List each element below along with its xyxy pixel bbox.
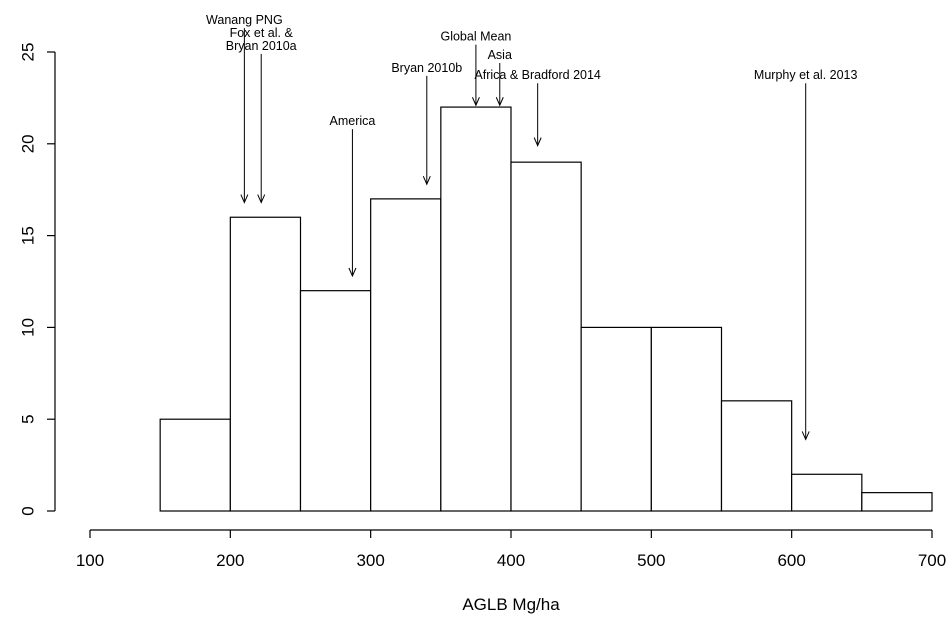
- x-tick-label: 600: [777, 551, 805, 570]
- annotation-label: Asia: [488, 48, 512, 62]
- x-axis-label: AGLB Mg/ha: [462, 595, 560, 614]
- y-tick-label: 20: [19, 134, 38, 153]
- y-tick-label: 15: [19, 226, 38, 245]
- annotation-arrow-head: [495, 97, 504, 107]
- annotation-label: Murphy et al. 2013: [754, 68, 858, 82]
- annotation: Africa & Bradford 2014: [474, 68, 601, 147]
- y-tick-label: 25: [19, 43, 38, 62]
- annotation-label: Africa & Bradford 2014: [474, 68, 601, 82]
- annotation-arrow-head: [240, 194, 249, 204]
- annotation-label: Global Mean: [440, 30, 511, 44]
- histogram-bar: [650, 326, 723, 512]
- x-tick-label: 300: [356, 551, 384, 570]
- histogram-bar: [159, 418, 231, 512]
- x-tick-label: 100: [76, 551, 104, 570]
- annotation-arrow-head: [257, 194, 266, 204]
- histogram-bar: [370, 198, 442, 512]
- annotation: Fox et al. &Bryan 2010a: [226, 26, 297, 204]
- annotation: America: [330, 114, 376, 278]
- histogram-bar: [791, 473, 863, 512]
- annotation-arrow-head: [533, 137, 542, 147]
- histogram-bar: [861, 492, 933, 512]
- histogram-bar: [720, 400, 793, 512]
- histogram-bar: [580, 326, 652, 512]
- annotation-arrow-head: [422, 175, 431, 186]
- x-tick-label: 200: [216, 551, 244, 570]
- annotation: Global Mean: [440, 30, 511, 107]
- x-tick-label: 500: [637, 551, 665, 570]
- bars-group: [159, 106, 933, 512]
- annotation-label: Bryan 2010b: [391, 61, 462, 75]
- histogram-bar: [510, 161, 582, 512]
- y-tick-label: 0: [19, 506, 38, 515]
- annotation: Bryan 2010b: [391, 61, 462, 186]
- y-tick-label: 5: [19, 414, 38, 423]
- annotation: Asia: [488, 48, 512, 107]
- y-axis: 0 5 10 15 20 25: [19, 43, 56, 516]
- x-tick-label: 400: [497, 551, 525, 570]
- annotation: Murphy et al. 2013: [754, 68, 858, 441]
- x-tick-label: 700: [918, 551, 946, 570]
- annotation-arrow-head: [471, 97, 480, 107]
- annotation: Wanang PNG: [206, 13, 283, 204]
- x-axis: 100 200 300 400 500 600 700: [76, 529, 946, 570]
- annotation-label: Bryan 2010a: [226, 39, 297, 53]
- histogram-bar: [229, 216, 302, 512]
- histogram-bar: [440, 106, 512, 512]
- annotation-arrow-head: [801, 431, 810, 441]
- y-tick-label: 10: [19, 318, 38, 337]
- annotation-label: Fox et al. &: [230, 26, 294, 40]
- annotation-arrow-head: [348, 267, 357, 278]
- annotation-label: Wanang PNG: [206, 13, 283, 27]
- histogram-bar: [299, 290, 372, 512]
- annotation-label: America: [330, 114, 376, 128]
